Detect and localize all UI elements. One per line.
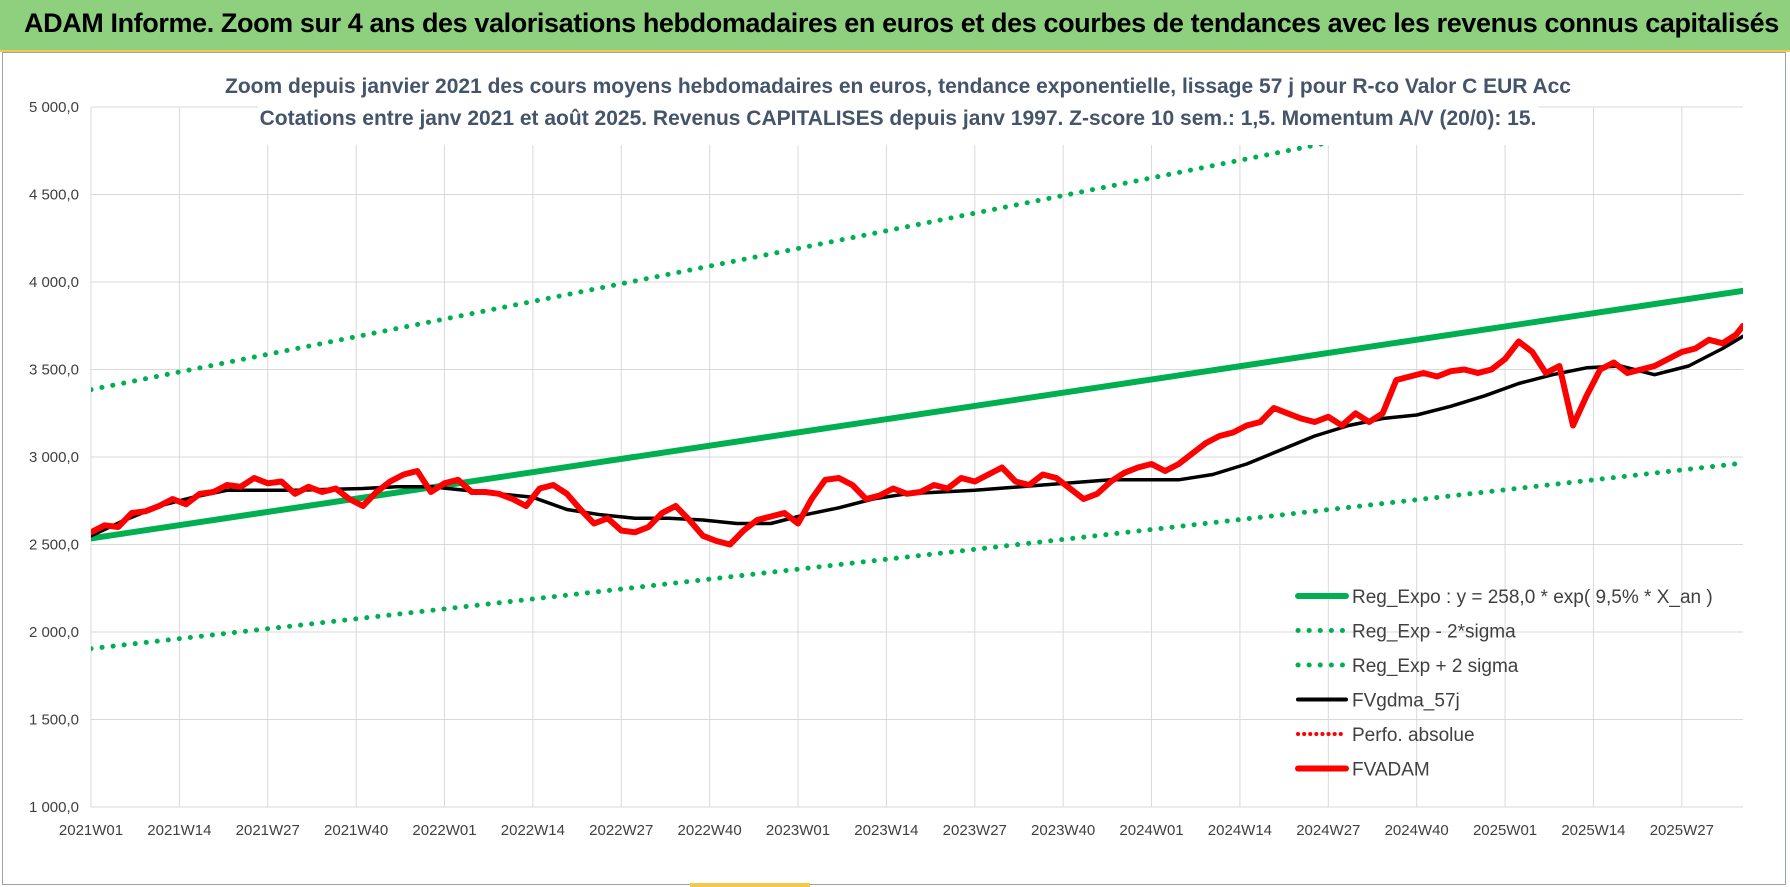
x-tick-label: 2025W14 — [1561, 822, 1625, 839]
title-banner: ADAM Informe. Zoom sur 4 ans des valoris… — [0, 0, 1790, 52]
y-tick-label: 2 000,0 — [29, 624, 79, 641]
y-tick-label: 3 000,0 — [29, 449, 79, 466]
subtitle-background — [258, 65, 1538, 145]
legend-label-2: Reg_Exp + 2 sigma — [1352, 656, 1519, 677]
x-tick-label: 2025W01 — [1473, 822, 1537, 839]
series-line-0 — [91, 287, 1743, 542]
x-tick-label: 2022W27 — [589, 822, 653, 839]
x-tick-label: 2022W14 — [501, 822, 565, 839]
y-tick-label: 4 500,0 — [29, 187, 79, 204]
y-tick-label: 4 000,0 — [29, 274, 79, 291]
legend-label-5: FVADAM — [1352, 760, 1430, 781]
y-tick-label: 5 000,0 — [29, 99, 79, 116]
x-tick-label: 2023W40 — [1031, 822, 1095, 839]
legend: Reg_Expo : y = 258,0 * exp( 9,5% * X_an … — [1295, 587, 1713, 781]
x-tick-label: 2024W14 — [1208, 822, 1272, 839]
series-line-2 — [91, 107, 1520, 393]
x-tick-label: 2025W27 — [1650, 822, 1714, 839]
legend-label-0: Reg_Expo : y = 258,0 * exp( 9,5% * X_an … — [1352, 587, 1713, 608]
legend-label-4: Perfo. absolue — [1352, 725, 1475, 746]
x-tick-label: 2023W27 — [943, 822, 1007, 839]
series-line-5 — [91, 322, 1743, 548]
y-tick-label: 3 500,0 — [29, 362, 79, 379]
x-tick-label: 2024W40 — [1385, 822, 1449, 839]
x-tick-label: 2021W01 — [59, 822, 123, 839]
bottom-accent-bar — [690, 883, 810, 887]
legend-label-1: Reg_Exp - 2*sigma — [1352, 622, 1516, 643]
legend-label-3: FVgdma_57j — [1352, 691, 1460, 712]
x-tick-label: 2023W01 — [766, 822, 830, 839]
line-chart: 1 000,0 1 500,0 2 000,0 2 500,0 3 000,0 3 500… — [29, 65, 1743, 839]
y-tick-label: 1 500,0 — [29, 712, 79, 729]
series-lines — [91, 107, 1743, 652]
x-tick-label: 2022W01 — [412, 822, 476, 839]
x-tick-label: 2023W14 — [854, 822, 918, 839]
chart-area: 1 000,0 1 500,0 2 000,0 2 500,0 3 000,0 3 500… — [2, 52, 1786, 885]
gridlines — [90, 106, 1743, 808]
x-tick-label: 2021W14 — [147, 822, 211, 839]
x-tick-label: 2021W27 — [236, 822, 300, 839]
series-line-1 — [91, 460, 1743, 652]
page-title: ADAM Informe. Zoom sur 4 ans des valoris… — [24, 8, 1779, 38]
x-tick-label: 2022W40 — [678, 822, 742, 839]
chart-subtitle-line-2: Cotations entre janv 2021 et août 2025. … — [260, 107, 1537, 130]
y-tick-label: 2 500,0 — [29, 537, 79, 554]
y-axis-ticks: 1 000,0 1 500,0 2 000,0 2 500,0 3 000,0 3 500… — [29, 99, 79, 816]
x-tick-label: 2024W27 — [1296, 822, 1360, 839]
x-axis-ticks: 2021W01 2021W14 2021W27 2021W40 2022W01 2022W… — [59, 822, 1714, 839]
chart-subtitle-line-1: Zoom depuis janvier 2021 des cours moyen… — [225, 75, 1571, 98]
y-tick-label: 1 000,0 — [29, 799, 79, 816]
x-tick-label: 2021W40 — [324, 822, 388, 839]
x-tick-label: 2024W01 — [1119, 822, 1183, 839]
